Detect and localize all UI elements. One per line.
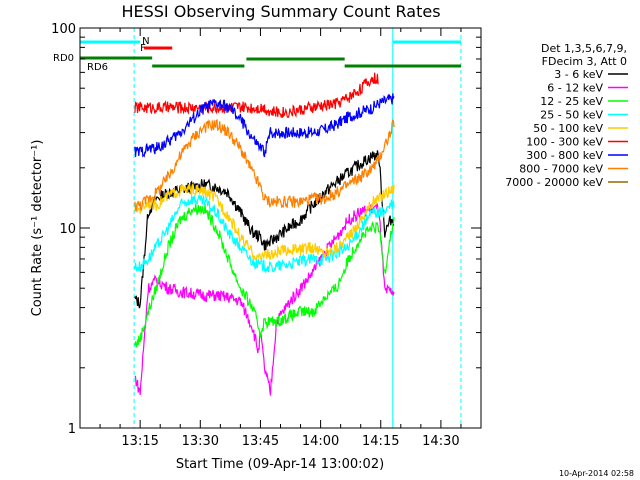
flag-label-rd6: RD6 (87, 62, 108, 73)
series-line-1 (134, 203, 395, 396)
x-axis: 13:15 13:30 13:45 14:00 14:15 14:30 (79, 28, 482, 449)
legend-header-line-2: FDecim 3, Att 0 (542, 55, 627, 68)
legend-label-3: 25 - 50 keV (540, 109, 603, 122)
legend-label-8: 7000 - 20000 keV (505, 176, 603, 189)
legend-label-6: 300 - 800 keV (526, 149, 603, 162)
y-axis-label: Count Rate (s⁻¹ detector⁻¹) (30, 140, 45, 317)
flag-label-n: N (142, 36, 149, 47)
series-line-2 (134, 203, 395, 349)
legend-header-line-1: Det 1,3,5,6,7,9, (541, 42, 627, 55)
flag-bars: NF RD0 RD6 (53, 36, 461, 73)
x-axis-label: Start Time (09-Apr-14 13:00:02) (176, 457, 384, 472)
y-tick-label: 1 (68, 422, 76, 437)
series-line-6 (134, 93, 395, 158)
x-tick-label: 13:30 (182, 434, 219, 449)
y-tick-label: 100 (51, 22, 76, 37)
y-tick-label: 10 (59, 222, 76, 237)
legend-label-2: 12 - 25 keV (540, 95, 603, 108)
x-tick-label: 14:30 (422, 434, 459, 449)
series-group (134, 72, 395, 396)
legend-label-0: 3 - 6 keV (554, 68, 603, 81)
timestamp: 10-Apr-2014 02:58 (559, 469, 634, 478)
x-tick-label: 14:15 (362, 434, 399, 449)
legend: Det 1,3,5,6,7,9, FDecim 3, Att 0 3 - 6 k… (505, 42, 628, 189)
y-axis: 1 10 100 (51, 22, 481, 437)
series-line-5 (134, 72, 379, 119)
legend-label-1: 6 - 12 keV (547, 82, 603, 95)
series-line-7 (134, 118, 395, 213)
series-line-3 (134, 194, 395, 274)
legend-label-5: 100 - 300 keV (526, 136, 603, 149)
legend-label-4: 50 - 100 keV (533, 122, 603, 135)
legend-label-7: 800 - 7000 keV (519, 163, 603, 176)
chart-title: HESSI Observing Summary Count Rates (121, 2, 440, 21)
flag-label-rd0: RD0 (53, 53, 74, 64)
x-tick-label: 13:45 (242, 434, 279, 449)
x-tick-label: 14:00 (302, 434, 339, 449)
series-line-4 (134, 182, 395, 262)
x-tick-label: 13:15 (121, 434, 158, 449)
flag-label-f: F (140, 43, 146, 54)
